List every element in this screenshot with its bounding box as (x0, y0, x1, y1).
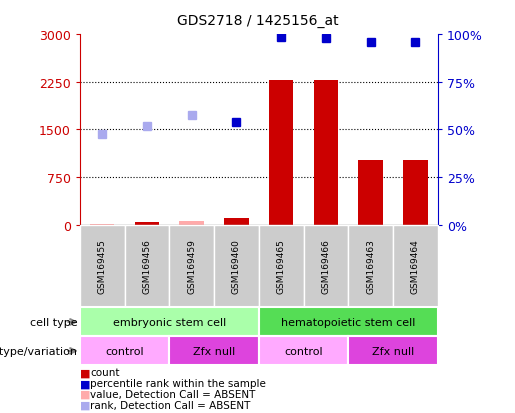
Text: control: control (105, 346, 144, 356)
Text: count: count (90, 368, 119, 377)
Bar (224, 219, 249, 225)
Text: GSM169455: GSM169455 (98, 239, 107, 294)
Text: GSM169466: GSM169466 (321, 239, 331, 294)
Text: ■: ■ (80, 378, 90, 388)
Text: GDS2718 / 1425156_at: GDS2718 / 1425156_at (177, 14, 338, 28)
Bar (314, 81, 338, 225)
Text: GSM169463: GSM169463 (366, 239, 375, 294)
Text: GSM169460: GSM169460 (232, 239, 241, 294)
Text: ■: ■ (80, 389, 90, 399)
Text: embryonic stem cell: embryonic stem cell (113, 317, 226, 327)
Text: ■: ■ (80, 400, 90, 410)
Bar (179, 222, 204, 225)
Text: control: control (284, 346, 323, 356)
Text: GSM169465: GSM169465 (277, 239, 286, 294)
Text: Zfx null: Zfx null (372, 346, 414, 356)
Text: genotype/variation: genotype/variation (0, 346, 77, 356)
Text: ■: ■ (80, 368, 90, 377)
Text: Zfx null: Zfx null (193, 346, 235, 356)
Text: cell type: cell type (30, 317, 77, 327)
Text: rank, Detection Call = ABSENT: rank, Detection Call = ABSENT (90, 400, 250, 410)
Text: percentile rank within the sample: percentile rank within the sample (90, 378, 266, 388)
Bar (358, 161, 383, 225)
Bar (90, 224, 114, 225)
Bar (134, 223, 159, 225)
Text: GSM169464: GSM169464 (411, 239, 420, 294)
Bar (269, 81, 294, 225)
Text: hematopoietic stem cell: hematopoietic stem cell (281, 317, 416, 327)
Text: value, Detection Call = ABSENT: value, Detection Call = ABSENT (90, 389, 255, 399)
Bar (403, 161, 427, 225)
Text: GSM169459: GSM169459 (187, 239, 196, 294)
Text: GSM169456: GSM169456 (143, 239, 151, 294)
